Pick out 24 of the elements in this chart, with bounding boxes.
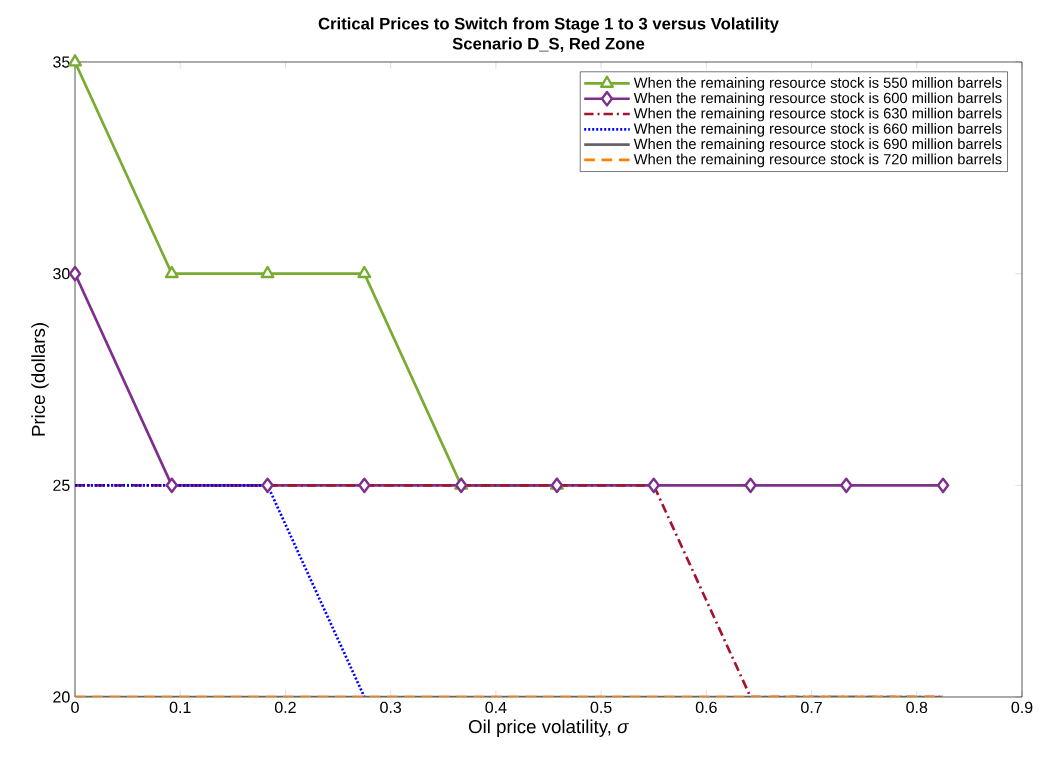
legend-label: When the remaining resource stock is 690 million barrels [633, 138, 1002, 152]
y-tick-label: 35 [53, 56, 70, 68]
chart-subtitle: Scenario D_S, Red Zone [452, 37, 645, 52]
x-tick-label: 0.2 [274, 701, 296, 714]
x-tick-label: 0.7 [801, 701, 822, 714]
x-tick-label: 0.9 [1011, 701, 1033, 714]
legend-label: When the remaining resource stock is 720 million barrels [633, 153, 1002, 168]
legend-label: When the remaining resource stock is 550 million barrels [633, 77, 1002, 91]
x-tick-label: 0.8 [906, 701, 928, 714]
x-axis-title: Oil price volatility, σ [468, 719, 629, 737]
x-tick-label: 0.3 [380, 701, 402, 714]
x-tick-label: 0.4 [485, 701, 507, 714]
legend-label: When the remaining resource stock is 660 million barrels [633, 123, 1002, 137]
chart-title: Critical Prices to Switch from Stage 1 to 3 versus Volatility [318, 17, 779, 33]
y-tick-label: 25 [53, 479, 70, 491]
legend-label: When the remaining resource stock is 600 million barrels [633, 92, 1002, 107]
y-tick-label: 30 [53, 268, 70, 280]
legend-label: When the remaining resource stock is 630 million barrels [633, 107, 1002, 122]
x-tick-label: 0.1 [169, 701, 191, 714]
y-axis-title: Price (dollars) [31, 323, 49, 436]
x-tick-label: 0.6 [695, 701, 717, 714]
x-tick-label: 0.5 [590, 701, 612, 714]
y-tick-label: 20 [53, 691, 70, 703]
x-tick-label: 0 [71, 701, 79, 714]
